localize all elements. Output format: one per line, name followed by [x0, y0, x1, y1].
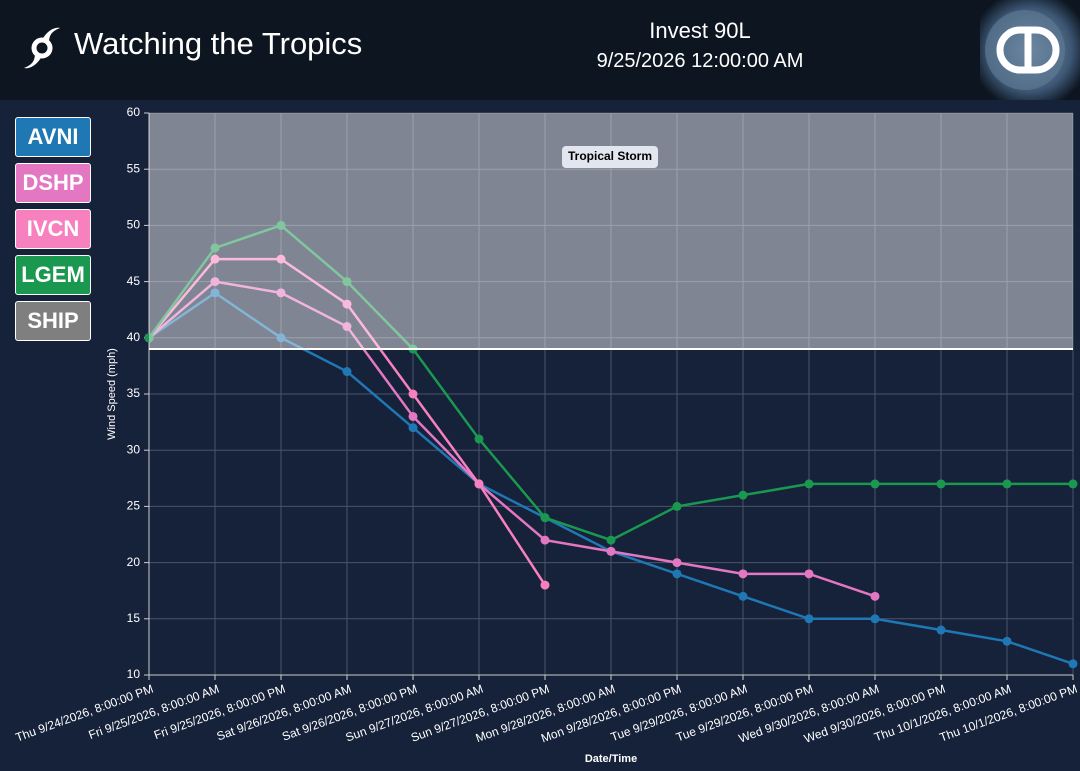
data-point: [540, 580, 550, 590]
series-line: [148, 280, 876, 598]
y-tick-label: 60: [127, 105, 141, 119]
legend-button[interactable]: LGEM: [15, 255, 91, 295]
y-tick-label: 55: [127, 161, 141, 175]
legend: AVNI DSHP IVCN LGEM SHIP: [15, 117, 91, 347]
data-point: [210, 243, 220, 253]
data-point: [870, 591, 880, 601]
forecast-time: 9/25/2026 12:00:00 AM: [596, 50, 804, 72]
y-tick-label: 35: [127, 386, 141, 400]
data-point: [342, 277, 352, 287]
data-point: [804, 614, 814, 624]
storm-name: Invest 90L: [649, 18, 751, 43]
y-tick-label: 40: [127, 330, 141, 344]
data-point: [276, 333, 286, 343]
data-point: [606, 535, 616, 545]
header: Watching the Tropics Invest 90L 9/25/202…: [0, 0, 1080, 100]
app-icon: [24, 27, 60, 69]
legend-button[interactable]: AVNI: [15, 117, 91, 157]
y-tick-label: 10: [127, 667, 141, 681]
data-point: [1068, 659, 1078, 669]
data-point: [606, 546, 616, 556]
data-point: [936, 625, 946, 635]
data-point: [408, 389, 418, 399]
data-point: [1002, 636, 1012, 646]
data-point: [1068, 479, 1078, 489]
data-point: [276, 220, 286, 230]
data-point: [870, 614, 880, 624]
data-point: [672, 569, 682, 579]
data-point: [474, 479, 484, 489]
data-point: [210, 277, 220, 287]
band-label-bg: [562, 146, 658, 168]
data-point: [804, 569, 814, 579]
data-point: [342, 322, 352, 332]
data-point: [342, 299, 352, 309]
logo: [980, 0, 1080, 100]
data-point: [144, 333, 154, 343]
y-tick-label: 30: [127, 442, 141, 456]
y-tick-label: 45: [127, 274, 141, 288]
data-point: [276, 288, 286, 298]
data-point: [738, 569, 748, 579]
data-point: [540, 513, 550, 523]
data-point: [870, 479, 880, 489]
data-point: [276, 254, 286, 264]
y-tick-label: 15: [127, 611, 141, 625]
y-axis-title: Wind Speed (mph): [106, 348, 118, 440]
data-point: [936, 479, 946, 489]
x-axis-title: Date/Time: [585, 753, 637, 765]
data-point: [738, 490, 748, 500]
legend-button[interactable]: DSHP: [15, 163, 91, 203]
data-point: [342, 367, 352, 377]
data-point: [408, 411, 418, 421]
y-tick-label: 25: [127, 499, 141, 513]
data-point: [474, 434, 484, 444]
legend-button[interactable]: IVCN: [15, 209, 91, 249]
data-point: [1002, 479, 1012, 489]
data-point: [738, 591, 748, 601]
data-point: [210, 254, 220, 264]
data-point: [672, 558, 682, 568]
y-tick-label: 50: [127, 218, 141, 232]
legend-button[interactable]: SHIP: [15, 301, 91, 341]
data-point: [210, 288, 220, 298]
data-point: [804, 479, 814, 489]
band-label: Tropical Storm: [568, 149, 652, 163]
data-point: [408, 423, 418, 433]
app-title: Watching the Tropics: [74, 26, 363, 61]
data-point: [540, 535, 550, 545]
y-tick-label: 20: [127, 555, 141, 569]
data-point: [672, 501, 682, 511]
